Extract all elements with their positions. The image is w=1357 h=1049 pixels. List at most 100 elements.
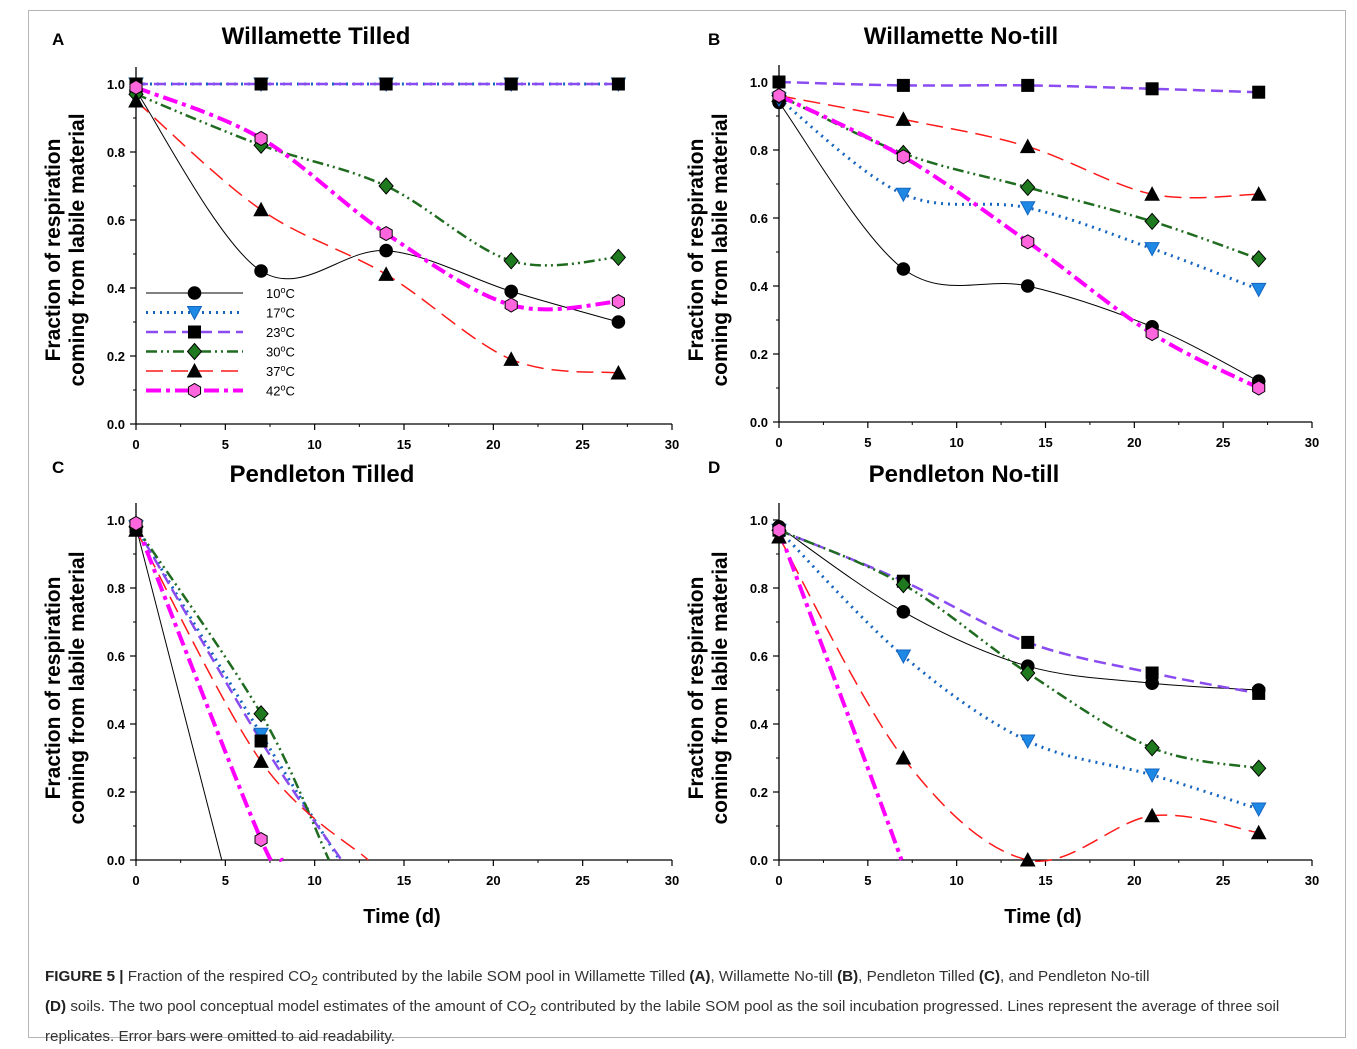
series-line-0 [136, 526, 223, 861]
data-point [1019, 734, 1036, 750]
series-line-1 [136, 526, 341, 861]
series-line-2 [136, 526, 343, 861]
markers [771, 75, 1267, 396]
x-tick-label: 30 [1305, 435, 1319, 450]
data-point [1021, 78, 1035, 92]
x-tick-label: 0 [132, 873, 139, 888]
panel-title: Willamette No-till [864, 23, 1058, 50]
data-point [772, 75, 786, 89]
series-line-1 [779, 529, 1260, 811]
data-point [895, 111, 912, 126]
data-point [1144, 212, 1160, 231]
series-line-5 [779, 93, 1260, 390]
series-line-5 [136, 85, 619, 312]
data-point [503, 351, 520, 366]
y-axis-title-line1: Fraction of respiration [685, 139, 708, 362]
x-tick-label: 30 [665, 873, 679, 888]
legend-label: 23oC [266, 324, 295, 340]
data-point [772, 522, 786, 538]
x-tick-label: 20 [1127, 873, 1141, 888]
data-point [1021, 635, 1035, 649]
legend-label: 10oC [266, 285, 295, 301]
data-point [254, 130, 268, 146]
data-point [504, 77, 518, 91]
y-tick-label: 0.8 [107, 581, 125, 596]
data-point [129, 515, 143, 531]
data-point [1019, 201, 1036, 216]
x-tick-label: 30 [1305, 873, 1319, 888]
data-point [503, 252, 519, 270]
series-line-0 [779, 102, 1259, 382]
y-tick-label: 0.8 [750, 143, 768, 158]
series-line-4 [779, 94, 1259, 199]
data-point [1145, 666, 1159, 680]
data-point [895, 649, 912, 665]
panel-letter: D [708, 458, 720, 477]
data-point [379, 243, 393, 258]
data-point [1021, 234, 1035, 250]
x-tick-label: 0 [775, 435, 782, 450]
plot-area [779, 526, 1260, 862]
data-point [1252, 380, 1266, 396]
y-axis-title: Fraction of respiration coming from labil… [685, 551, 732, 824]
series-line-3 [779, 94, 1260, 260]
data-point [253, 753, 269, 768]
data-point [504, 284, 519, 299]
x-tick-label: 10 [949, 435, 963, 450]
axes: 0 5 10 15 20 25 30 0.0 0.2 0.4 0.6 0.8 1.0 [107, 67, 679, 452]
data-point [1144, 739, 1160, 757]
x-tick-label: 15 [1038, 435, 1052, 450]
y-axis-title-line1: Fraction of respiration [42, 577, 65, 800]
y-tick-label: 0.2 [107, 349, 125, 364]
data-point [1250, 802, 1267, 818]
y-tick-label: 0.2 [750, 785, 768, 800]
x-tick-label: 25 [575, 437, 589, 452]
figure-caption: FIGURE 5 | Fraction of the respired CO2 … [28, 940, 1346, 1045]
data-point [254, 734, 268, 748]
data-point [1020, 279, 1035, 293]
series-line-0 [136, 90, 619, 323]
data-point [1144, 186, 1160, 201]
plot-area [136, 82, 619, 374]
data-point [1019, 138, 1036, 154]
data-point [1020, 178, 1036, 197]
data-point [1145, 326, 1159, 342]
plot-area [779, 80, 1260, 390]
y-tick-label: 0.8 [750, 581, 768, 596]
data-point [253, 201, 269, 217]
legend-marker [188, 325, 201, 339]
y-tick-label: 0.2 [750, 347, 768, 362]
markers [128, 77, 627, 380]
data-point [895, 187, 912, 203]
data-point [895, 749, 912, 765]
x-tick-label: 15 [397, 873, 411, 888]
data-point [610, 248, 627, 267]
x-tick-label: 10 [307, 437, 321, 452]
data-point [896, 605, 911, 619]
data-point [1250, 282, 1267, 298]
y-axis-title: Fraction of respiration coming from labil… [685, 113, 732, 386]
data-point [129, 79, 143, 95]
x-tick-label: 5 [222, 873, 229, 888]
data-point [378, 266, 394, 281]
y-tick-label: 0.4 [107, 281, 126, 296]
caption-label: FIGURE 5 | [45, 968, 124, 985]
y-axis-title-line2: coming from labile material [66, 113, 89, 386]
plot-area [136, 522, 369, 862]
series-line-3 [136, 526, 331, 861]
data-point [379, 226, 393, 242]
data-point [896, 262, 911, 276]
panel-b: B Willamette No-till 0 5 10 15 20 25 30 0.0 0.2 0.4… [685, 23, 1319, 450]
y-tick-label: 1.0 [750, 513, 768, 528]
data-point [772, 88, 786, 104]
x-tick-label: 20 [486, 437, 500, 452]
y-tick-label: 1.0 [107, 77, 125, 92]
x-tick-label: 15 [1038, 873, 1052, 888]
data-point [1250, 824, 1267, 840]
data-point [1144, 807, 1160, 823]
x-tick-label: 0 [132, 437, 139, 452]
panel-title: Pendleton Tilled [230, 461, 415, 488]
legend-label: 42oC [266, 383, 295, 399]
